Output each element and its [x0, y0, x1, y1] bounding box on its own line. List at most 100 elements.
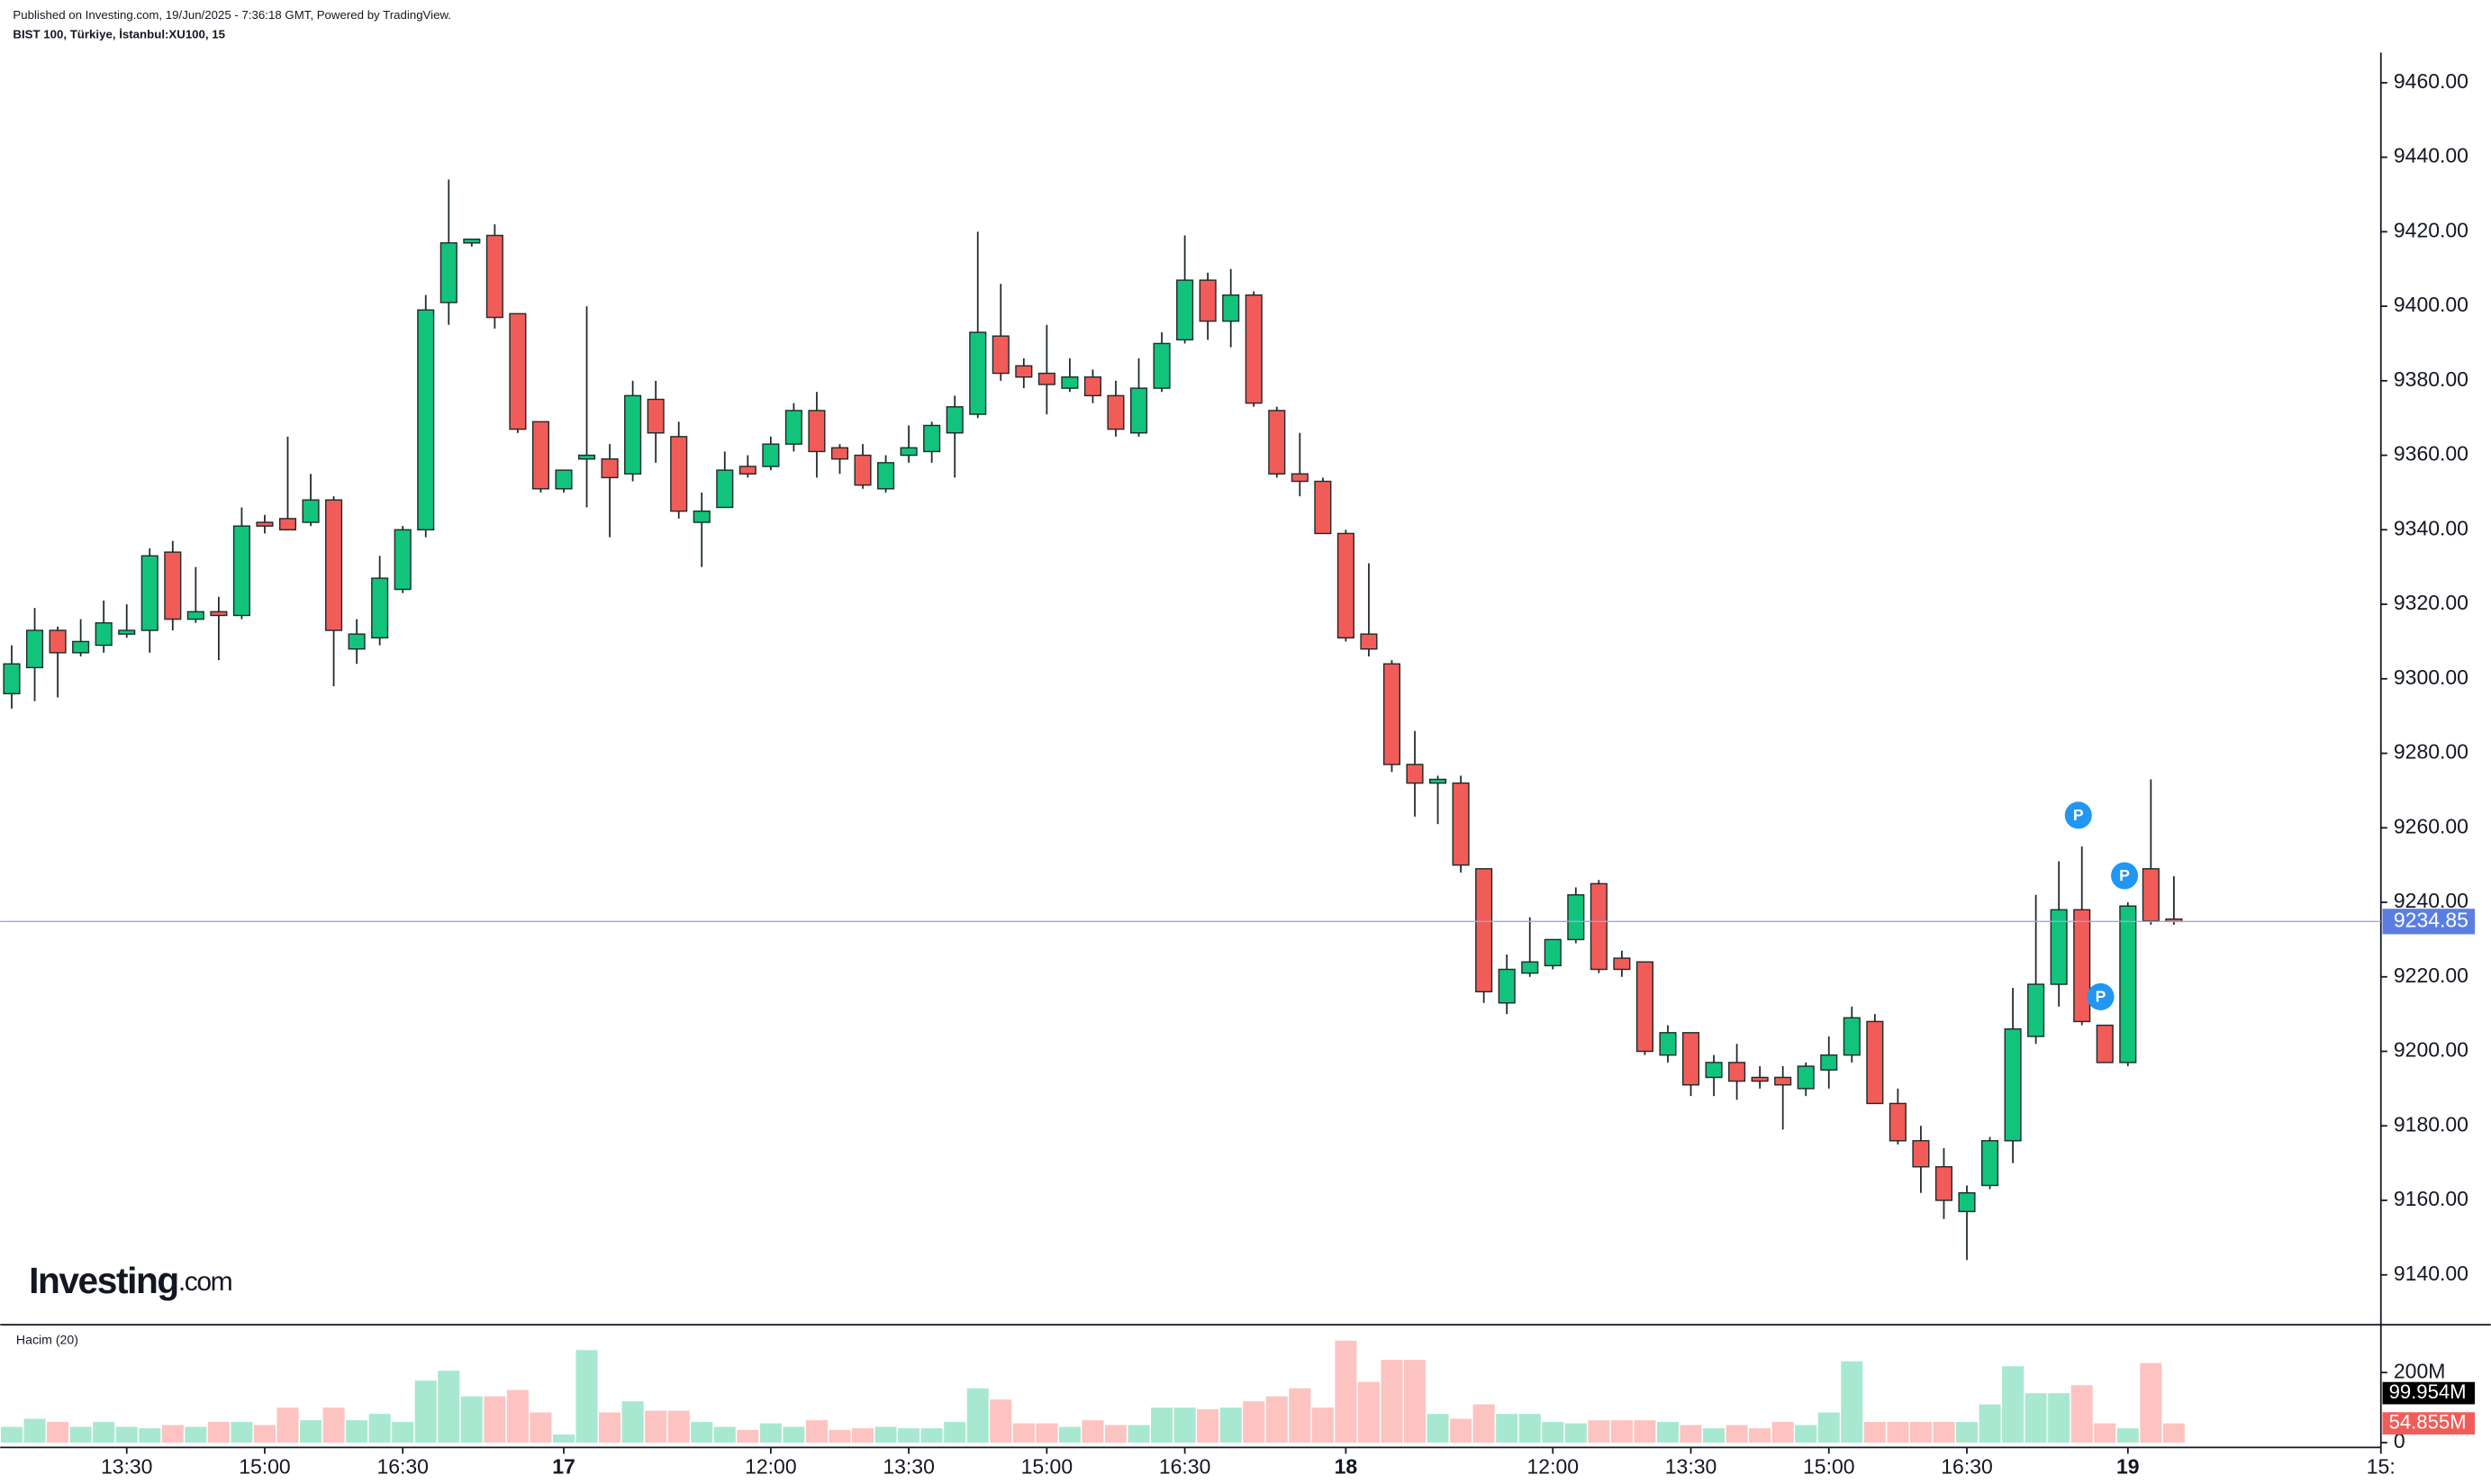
candle-body	[1681, 1032, 1700, 1086]
candle-body	[210, 611, 228, 617]
volume-bar	[161, 1425, 184, 1443]
candle-body	[1222, 294, 1240, 322]
candle-body	[1360, 633, 1378, 650]
volume-bar	[852, 1428, 874, 1443]
y-tick-label: 9200.00	[2394, 1038, 2468, 1062]
volume-title: Hacim (20)	[16, 1333, 78, 1347]
candle-body	[1268, 410, 1286, 475]
candle-body	[969, 331, 987, 415]
candle-body	[325, 499, 343, 631]
y-tick-label: 9140.00	[2394, 1262, 2468, 1285]
volume-bar	[506, 1389, 529, 1443]
volume-bar	[621, 1401, 644, 1443]
volume-bar	[2070, 1385, 2093, 1443]
candle-body	[186, 611, 204, 620]
volume-bar	[139, 1428, 161, 1443]
candle-body	[693, 510, 711, 523]
y-tick-label: 9180.00	[2394, 1112, 2468, 1136]
y-tick-label: 9360.00	[2394, 442, 2468, 466]
volume-bar	[2140, 1362, 2162, 1443]
candle-body	[1015, 365, 1033, 378]
volume-bar	[1909, 1422, 1932, 1443]
published-note: Published on Investing.com, 19/Jun/2025 …	[13, 8, 451, 22]
candle-body	[1107, 394, 1125, 430]
volume-bar	[645, 1410, 667, 1443]
candle-body	[808, 410, 826, 453]
candle-body	[417, 309, 435, 531]
volume-bar	[1726, 1425, 1748, 1443]
candle-body	[302, 499, 320, 523]
logo-name: Investing	[29, 1260, 178, 1301]
candle-body	[2119, 905, 2137, 1063]
volume-bar	[207, 1422, 230, 1443]
annotation-label: P	[2119, 866, 2130, 884]
last-volume-tag	[2382, 1412, 2476, 1435]
candle-body	[49, 629, 67, 654]
volume-bar	[1564, 1423, 1587, 1443]
x-tick-label: 15:00	[1803, 1454, 1854, 1478]
candle-body	[555, 469, 573, 490]
candle-body	[1981, 1140, 1999, 1187]
candle-body	[601, 458, 619, 479]
candle-body	[1153, 342, 1171, 389]
volume-bar	[1243, 1401, 1265, 1443]
volume-bar	[1472, 1404, 1495, 1443]
candle-body	[900, 447, 918, 457]
volume-bar	[1887, 1422, 1909, 1443]
candle-body	[1843, 1017, 1861, 1056]
y-tick-label: 9380.00	[2394, 367, 2468, 391]
volume-bar	[1771, 1422, 1794, 1443]
candle-body	[1291, 473, 1309, 483]
volume-bar	[898, 1428, 920, 1443]
annotation-label: P	[2073, 806, 2084, 824]
candle-body	[946, 406, 964, 434]
candle-body	[140, 555, 159, 631]
volume-bar	[737, 1430, 759, 1443]
volume-bar	[1680, 1425, 1702, 1443]
volume-bar	[2116, 1428, 2139, 1443]
volume-bar	[47, 1422, 69, 1443]
annotation-badge	[2087, 982, 2115, 1010]
candle-body	[784, 410, 802, 445]
x-tick-label: 16:30	[376, 1454, 428, 1478]
x-tick-label: 19	[2116, 1454, 2140, 1478]
candle-body	[577, 454, 596, 460]
volume-bar	[1496, 1414, 1518, 1443]
volume-bar	[829, 1430, 851, 1443]
volume-bar	[276, 1407, 299, 1443]
volume-bar	[1058, 1426, 1081, 1443]
volume-bar	[667, 1410, 690, 1443]
y2-tick-label: 200M	[2394, 1359, 2445, 1382]
volume-bar	[392, 1422, 414, 1443]
volume-bar	[1104, 1425, 1128, 1443]
volume-bar	[1128, 1425, 1150, 1443]
logo-suffix: .com	[178, 1267, 232, 1297]
volume-bar	[1427, 1414, 1449, 1443]
candle-body	[1452, 782, 1470, 866]
volume-bar	[966, 1388, 989, 1443]
volume-bar	[2025, 1393, 2047, 1443]
volume-bar	[300, 1420, 322, 1443]
y-tick-label: 9420.00	[2394, 218, 2468, 241]
candle-body	[371, 577, 389, 638]
volume-bar	[1817, 1412, 1840, 1443]
candle-body	[164, 551, 182, 620]
volume-bar	[1219, 1407, 1242, 1443]
volume-bar	[944, 1422, 966, 1443]
volume-bar	[460, 1396, 483, 1443]
volume-bar	[1518, 1414, 1541, 1443]
candle-body	[95, 622, 113, 647]
candle-body	[854, 454, 872, 486]
x-tick-label: 17	[552, 1454, 575, 1478]
candle-body	[1820, 1054, 1838, 1071]
volume-bar	[1703, 1428, 1726, 1443]
x-tick-label: 18	[1335, 1454, 1358, 1478]
y-tick-label: 9440.00	[2394, 144, 2468, 167]
candle-body	[1314, 480, 1332, 535]
x-tick-label: 12:00	[745, 1454, 796, 1478]
volume-bar	[185, 1426, 207, 1443]
candle-body	[463, 238, 481, 244]
volume-bar	[1610, 1420, 1633, 1443]
